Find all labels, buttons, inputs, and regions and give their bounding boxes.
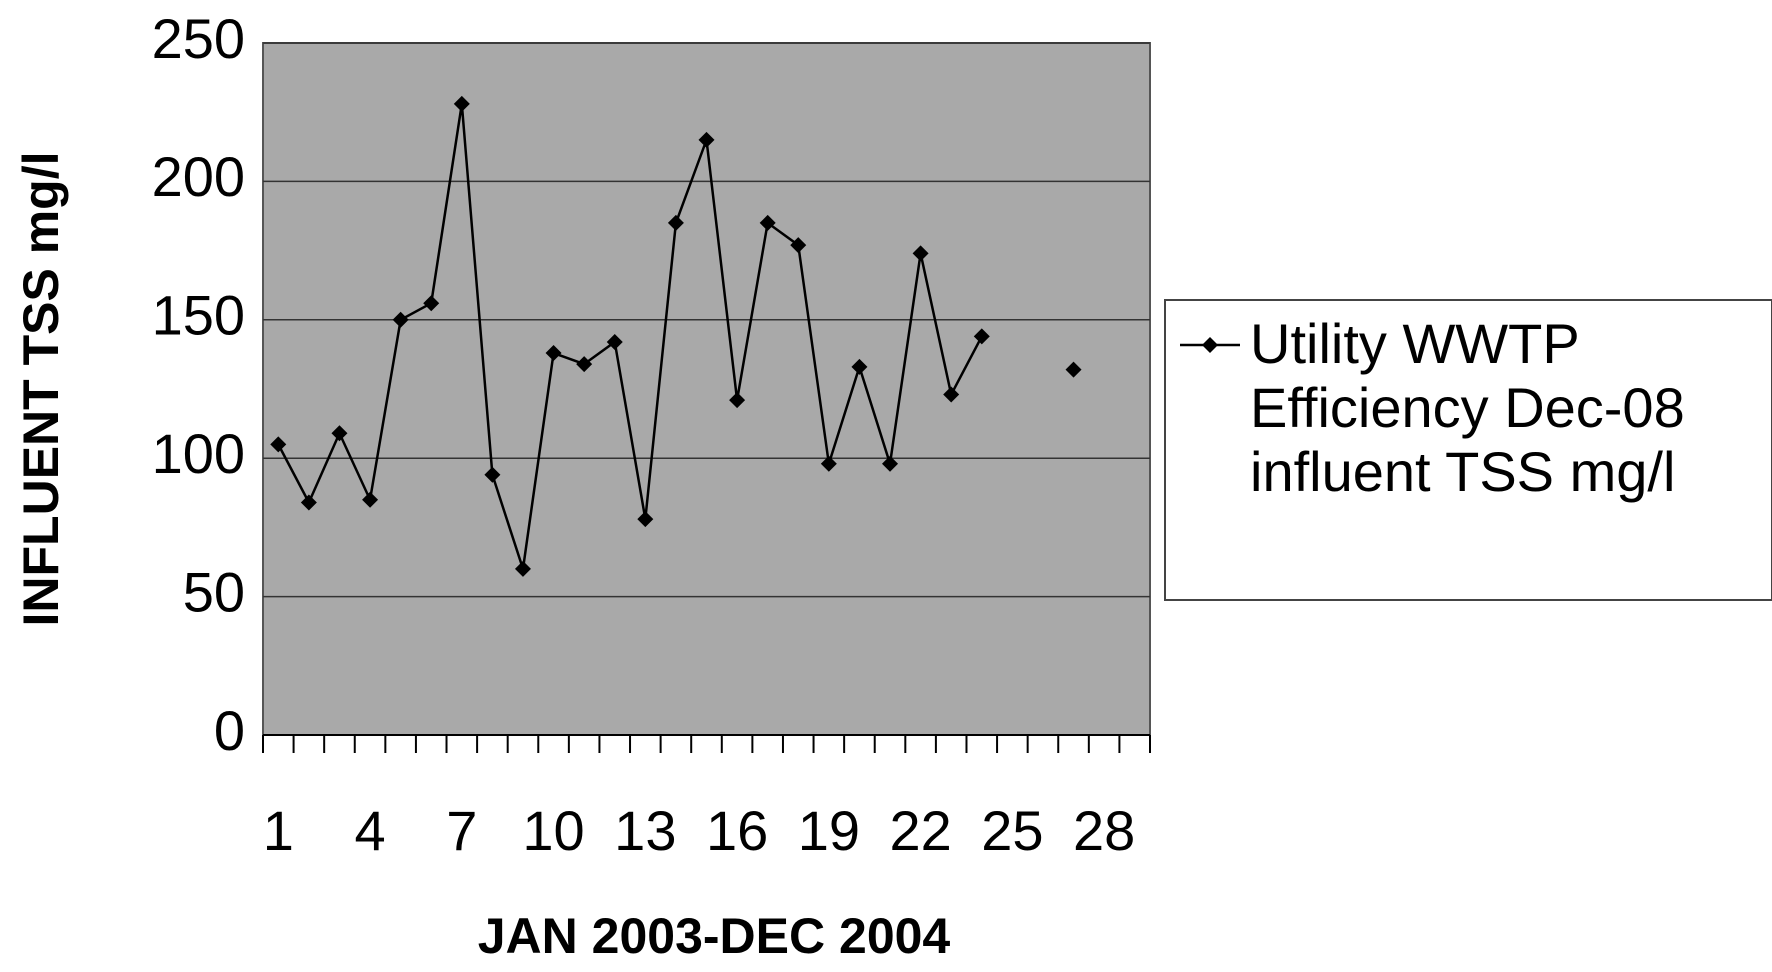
data-point [1065, 361, 1082, 378]
data-point [698, 131, 715, 148]
y-tick-label: 100 [152, 422, 245, 485]
data-point [820, 455, 837, 472]
data-point [362, 491, 379, 508]
data-point [912, 245, 929, 262]
y-tick-label: 50 [183, 560, 245, 623]
x-tick-label: 22 [889, 799, 951, 862]
x-tick-label: 13 [614, 799, 676, 862]
x-tick-label: 19 [798, 799, 860, 862]
plot-area [262, 42, 1151, 736]
data-point [851, 358, 868, 375]
y-tick-label: 150 [152, 284, 245, 347]
data-point [637, 511, 654, 528]
legend-marker [1202, 337, 1218, 353]
data-point [270, 436, 287, 453]
data-point [973, 328, 990, 345]
data-point [484, 466, 501, 483]
x-axis-title: JAN 2003-DEC 2004 [478, 908, 951, 964]
data-point [392, 311, 409, 328]
x-tick-label: 25 [981, 799, 1043, 862]
x-tick-label: 7 [446, 799, 477, 862]
data-point [606, 333, 623, 350]
x-tick-label: 28 [1073, 799, 1135, 862]
y-tick-label: 250 [152, 7, 245, 70]
y-tick-label: 200 [152, 145, 245, 208]
x-tick-label: 16 [706, 799, 768, 862]
legend-label: Utility WWTP Efficiency Dec-08 influent … [1250, 312, 1685, 503]
y-axis-title: INFLUENT TSS mg/l [13, 152, 69, 627]
data-point [300, 494, 317, 511]
data-point [453, 95, 470, 112]
legend-box [1164, 299, 1772, 601]
data-point [882, 455, 899, 472]
y-tick-label: 0 [214, 699, 245, 762]
data-point [576, 356, 593, 373]
x-tick-label: 4 [354, 799, 385, 862]
data-point [943, 386, 960, 403]
data-point [790, 237, 807, 254]
data-point [759, 214, 776, 231]
data-point [667, 214, 684, 231]
data-point [514, 560, 531, 577]
x-tick-label: 10 [522, 799, 584, 862]
x-tick-label: 1 [263, 799, 294, 862]
data-point [423, 295, 440, 312]
data-point [331, 425, 348, 442]
data-point [729, 392, 746, 409]
data-point [545, 345, 562, 362]
